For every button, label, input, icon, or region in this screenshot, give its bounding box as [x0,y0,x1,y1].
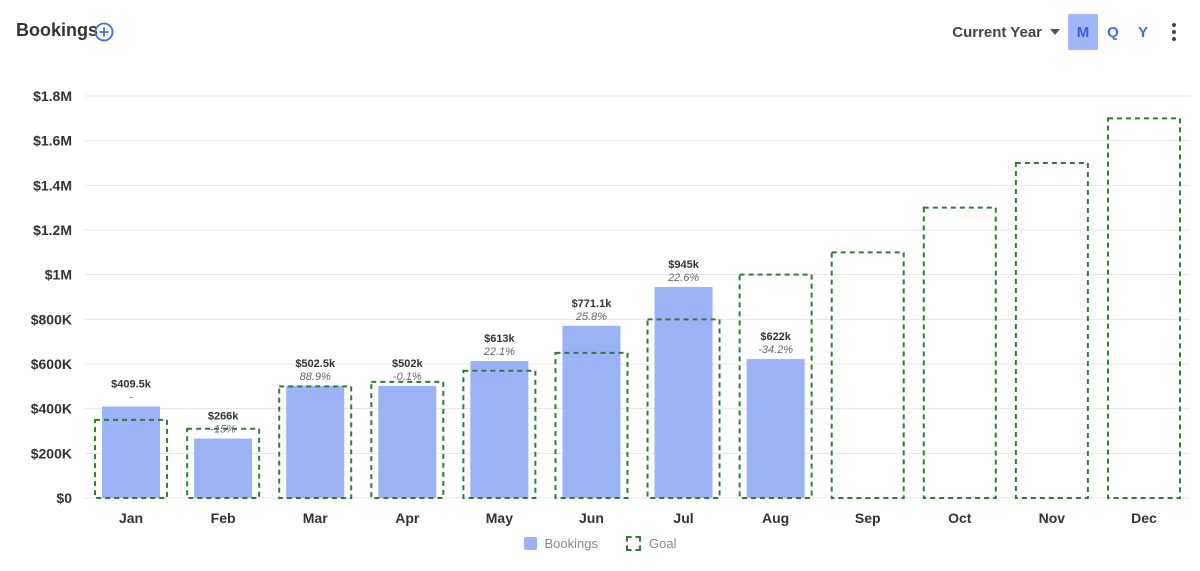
bar-change-label: -0.1% [393,371,422,383]
bar-value-label: $613k [484,333,515,345]
x-tick-label: Apr [395,510,420,526]
goal-outline [1106,117,1181,499]
bar-change-label: 25.8% [575,311,607,323]
y-tick-label: $400K [31,401,72,417]
chart-legend: Bookings Goal [0,536,1200,551]
bar-value-label: $945k [668,259,699,271]
x-tick-label: Jun [579,510,604,526]
more-options-icon[interactable] [1164,14,1184,50]
bar-value-label: $409.5k [111,379,152,391]
x-tick-label: Nov [1039,510,1066,526]
bookings-bar [470,361,529,498]
x-tick-label: May [486,510,513,526]
goal-outline [462,369,537,500]
goal-outline [554,351,629,500]
bar-value-label: $266k [208,411,239,423]
add-circle-icon[interactable] [94,22,114,42]
x-tick-label: Oct [948,510,972,526]
goal-outline [94,418,169,500]
bookings-bar [194,438,253,498]
legend-goal-swatch [626,536,641,551]
bar-change-label: 22.1% [483,346,515,358]
goal-outline [278,385,353,500]
x-tick-label: Feb [211,510,236,526]
legend-item-bookings[interactable]: Bookings [523,536,598,551]
y-tick-label: $600K [31,356,72,372]
bookings-bar [654,286,713,498]
x-tick-label: Sep [855,510,881,526]
bookings-bar [746,359,805,498]
x-tick-label: Dec [1131,510,1157,526]
legend-bookings-label: Bookings [544,536,598,551]
y-tick-label: $1.6M [33,133,72,149]
chart-controls: Current Year M Q Y [952,14,1184,50]
bar-value-label: $502k [392,358,423,370]
x-tick-label: Jul [673,510,693,526]
y-tick-label: $1.4M [33,177,72,193]
x-tick-label: Mar [303,510,328,526]
caret-down-icon [1050,29,1060,35]
y-tick-label: $800K [31,311,72,327]
goal-outline [738,273,813,499]
goal-outline [186,427,261,499]
bar-change-label: -34.2% [758,344,793,356]
goal-outline [830,251,905,499]
y-tick-label: $200K [31,445,72,461]
x-tick-label: Aug [762,510,789,526]
granularity-quarter-button[interactable]: Q [1107,23,1119,41]
goal-outline [1014,162,1089,499]
bar-value-label: $622k [760,331,791,343]
bookings-bar [102,406,161,498]
chart-header: Bookings Current Year M Q Y [0,0,1200,64]
granularity-year-button[interactable]: Y [1137,23,1148,41]
bookings-bar [562,325,621,498]
x-tick-label: Jan [119,510,143,526]
period-dropdown[interactable]: Current Year [952,24,1060,41]
y-tick-label: $1.8M [33,88,72,104]
bookings-bar [286,385,345,498]
goal-outline [922,206,997,500]
bookings-bar [378,385,437,498]
bookings-chart: $0 $200K $400K $600K $800K $1M $1.2M $1.4M $1.6M… [31,88,1190,526]
legend-bookings-swatch [523,537,537,550]
chart-title: Bookings [16,20,99,40]
bar-change-label: 22.6% [667,272,699,284]
bar-change-label: -15% [210,424,236,436]
bar-change-label: 88.9% [300,371,331,383]
goal-outline [646,318,721,500]
period-dropdown-value: Current Year [952,23,1042,41]
bar-value-label: $502.5k [295,358,336,370]
y-tick-label: $1M [45,267,72,283]
y-tick-label: $0 [56,490,72,506]
goal-outline [370,380,445,499]
legend-item-goal[interactable]: Goal [626,536,676,551]
y-tick-label: $1.2M [33,222,72,238]
granularity-month-button[interactable]: M [1068,14,1098,50]
bar-change-label: - [129,392,133,404]
bar-value-label: $771.1k [572,298,613,310]
legend-goal-label: Goal [649,536,677,551]
